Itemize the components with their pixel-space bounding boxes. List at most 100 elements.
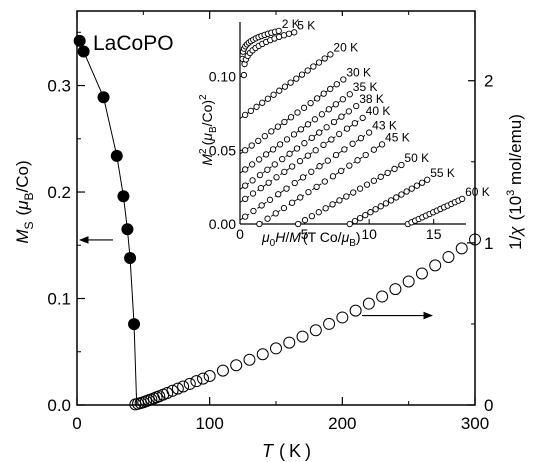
inv-chi-point bbox=[256, 348, 269, 361]
inset-point bbox=[255, 137, 262, 144]
inset-point bbox=[338, 167, 345, 175]
inset-point bbox=[403, 188, 410, 195]
inset-point bbox=[323, 124, 330, 131]
inset-point bbox=[308, 168, 315, 175]
inset-point bbox=[281, 118, 288, 126]
inset-x-tick-label: 0 bbox=[236, 226, 244, 242]
inv-chi-point bbox=[216, 364, 229, 377]
inv-chi-point bbox=[296, 330, 309, 343]
y-left-tick-label: 0.1 bbox=[47, 290, 71, 309]
ms-point bbox=[121, 223, 134, 236]
inset-x-tick-label: 15 bbox=[426, 226, 442, 242]
inset-point bbox=[316, 129, 323, 136]
inset-point bbox=[351, 120, 359, 127]
inset-point bbox=[362, 212, 369, 219]
inset-point bbox=[266, 196, 274, 203]
y-left-tick-label: 0.3 bbox=[47, 77, 71, 96]
inset-point bbox=[339, 96, 346, 103]
inset-point bbox=[285, 30, 293, 37]
inv-chi-point bbox=[389, 283, 402, 296]
inset-point bbox=[345, 108, 352, 115]
inv-chi-point bbox=[197, 372, 210, 385]
inset-temperature-label: 60 K bbox=[465, 185, 490, 199]
inset-point bbox=[318, 111, 326, 118]
inv-chi-point bbox=[177, 380, 190, 393]
inset-point bbox=[256, 220, 263, 228]
inset-point bbox=[363, 181, 371, 188]
inv-chi-point bbox=[230, 359, 243, 372]
inset-point bbox=[328, 136, 335, 143]
inv-chi-point bbox=[429, 259, 442, 272]
inset-point bbox=[325, 106, 333, 113]
inset-point bbox=[249, 190, 257, 197]
chart-title: LaCoPO bbox=[93, 32, 174, 55]
inv-chi-point bbox=[183, 377, 196, 390]
inset-point bbox=[313, 183, 320, 190]
inv-chi-point bbox=[469, 233, 481, 246]
inset-point bbox=[286, 150, 293, 157]
inset-point bbox=[294, 109, 301, 116]
inv-chi-point bbox=[190, 375, 203, 388]
inset-point bbox=[336, 197, 343, 204]
y-right-tick-label: 0 bbox=[484, 396, 493, 415]
inset-point bbox=[408, 185, 415, 192]
inset-point bbox=[275, 191, 282, 198]
inset-point bbox=[264, 215, 271, 222]
y-right-tick-label: 1 bbox=[484, 234, 493, 253]
inset-point bbox=[242, 182, 249, 189]
inset-point bbox=[300, 104, 308, 111]
inset-point bbox=[321, 55, 328, 62]
inset-point bbox=[391, 165, 398, 173]
inset-x-tick-label: 10 bbox=[361, 226, 377, 242]
inset-point bbox=[240, 71, 248, 79]
inset-temperature-label: 20 K bbox=[333, 40, 358, 54]
inset-point bbox=[242, 195, 249, 203]
inset-point bbox=[398, 191, 405, 198]
inset-point bbox=[291, 179, 298, 187]
inset-point bbox=[281, 83, 289, 90]
inv-chi-point bbox=[166, 384, 179, 397]
inset-point bbox=[315, 209, 322, 216]
inset-temperature-label: 40 K bbox=[366, 104, 391, 118]
inv-chi-point bbox=[349, 304, 362, 317]
inset-point bbox=[362, 151, 369, 159]
inset-point bbox=[293, 75, 300, 82]
ms-point bbox=[110, 149, 123, 162]
inset-y-tick-label: 0.00 bbox=[209, 216, 236, 232]
inset-point bbox=[330, 118, 338, 126]
inset-temperature-label: 45 K bbox=[385, 130, 410, 144]
inset-point bbox=[264, 166, 271, 173]
inset-point bbox=[341, 146, 348, 153]
inset-point bbox=[287, 114, 295, 121]
inset-point bbox=[346, 220, 353, 228]
inset-point bbox=[313, 95, 321, 102]
inset-point bbox=[276, 87, 283, 94]
inset-point bbox=[367, 209, 374, 216]
inset-point bbox=[281, 168, 288, 176]
inset-point bbox=[271, 161, 278, 168]
inset-point bbox=[327, 51, 334, 58]
inset-point bbox=[346, 91, 353, 98]
inset-point bbox=[332, 151, 340, 159]
inset-fit-line bbox=[259, 144, 383, 225]
inset-point bbox=[258, 202, 265, 209]
inset-point bbox=[349, 140, 356, 147]
inv-chi-point bbox=[243, 353, 256, 366]
inset-point bbox=[346, 162, 353, 169]
inset-point bbox=[253, 103, 260, 110]
inset-point bbox=[393, 194, 400, 201]
inset-point bbox=[370, 146, 378, 153]
inset-point bbox=[329, 173, 337, 180]
inset-point bbox=[322, 205, 329, 212]
main-series bbox=[73, 34, 481, 411]
y-right-tick-label: 2 bbox=[484, 72, 493, 91]
inv-chi-point bbox=[283, 336, 296, 349]
inset-point bbox=[289, 163, 296, 170]
inset-point bbox=[276, 141, 284, 148]
inset-point bbox=[269, 146, 277, 153]
inset-point bbox=[279, 155, 286, 163]
inset-point bbox=[336, 130, 343, 138]
inset-point bbox=[332, 101, 339, 108]
inset-point bbox=[321, 178, 328, 185]
inset-point bbox=[255, 156, 263, 163]
